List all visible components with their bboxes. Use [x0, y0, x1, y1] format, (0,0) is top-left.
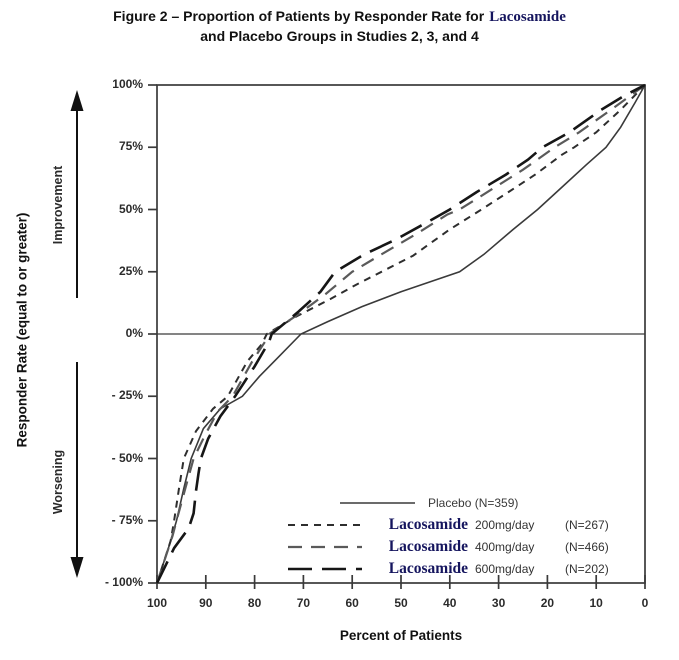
legend-drug-name: Lacosamide — [388, 560, 468, 577]
x-tick-label: 100 — [146, 596, 168, 610]
x-tick-label: 60 — [345, 596, 359, 610]
legend-n-count: (N=202) — [565, 562, 609, 576]
x-tick-label: 30 — [491, 596, 506, 610]
series-line-placebo — [156, 84, 646, 584]
x-tick-label: 20 — [540, 596, 555, 610]
y-tick-label: 50% — [118, 201, 143, 216]
figure-title-line2: and Placebo Groups in Studies 2, 3, and … — [200, 28, 479, 44]
legend-dose: 200mg/day — [475, 518, 535, 532]
y-tick-label: - 25% — [111, 388, 143, 403]
x-tick-label: 80 — [247, 596, 262, 610]
y-tick-label: - 75% — [111, 512, 143, 527]
x-tick-label: 0 — [641, 596, 649, 610]
legend-label: Placebo (N=359) — [428, 496, 519, 510]
legend-item: Lacosamide 200mg/day (N=267) — [283, 514, 655, 536]
y-tick-label: - 100% — [104, 575, 143, 589]
y-tick-label: 75% — [118, 139, 143, 154]
legend-drug-name: Lacosamide — [388, 516, 468, 533]
y-tick-label: 25% — [118, 263, 143, 278]
legend-drug-name: Lacosamide — [388, 538, 468, 555]
worsening-arrow-head — [70, 557, 84, 578]
legend-n-count: (N=267) — [565, 518, 609, 532]
y-tick-label: - 50% — [111, 450, 143, 465]
legend-dose: 600mg/day — [475, 562, 535, 576]
x-tick-label: 10 — [589, 596, 603, 610]
legend-item: Placebo (N=359) — [283, 492, 655, 514]
x-tick-label: 40 — [443, 596, 457, 610]
figure-title: Figure 2 – Proportion of Patients by Res… — [0, 7, 679, 46]
figure-title-text: Figure 2 – Proportion of Patients by Res… — [113, 8, 485, 24]
series-line-400mg/day — [155, 84, 646, 584]
y-tick-label: 0% — [125, 326, 143, 340]
y-tick-label: 100% — [112, 77, 143, 91]
legend-item: Lacosamide 400mg/day (N=466) — [283, 536, 655, 558]
figure-title-drug-name: Lacosamide — [489, 9, 566, 25]
x-axis-title: Percent of Patients — [339, 628, 463, 643]
x-tick-label: 50 — [394, 596, 408, 610]
series-line-200mg/day — [156, 84, 646, 584]
x-tick-label: 70 — [296, 596, 311, 610]
legend-n-count: (N=466) — [565, 540, 609, 554]
figure-title-line1: Figure 2 – Proportion of Patients by Res… — [113, 8, 566, 25]
legend-item: Lacosamide 600mg/day (N=202) — [283, 558, 655, 580]
legend-dose: 400mg/day — [475, 540, 535, 554]
improvement-arrow-head — [70, 90, 84, 111]
series-line-600mg/day — [155, 83, 646, 584]
x-tick-label: 90 — [199, 596, 213, 610]
